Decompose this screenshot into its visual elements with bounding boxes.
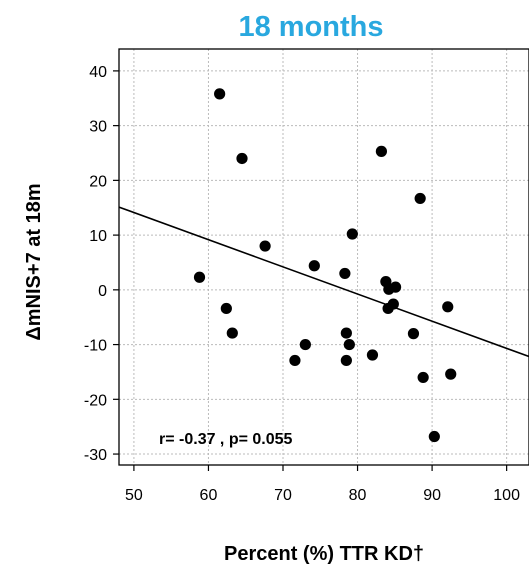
data-point — [339, 267, 351, 280]
correlation-annotation: r= -0.37 , p= 0.055 — [159, 431, 293, 448]
x-tick-label: 70 — [274, 487, 292, 504]
data-point — [340, 327, 352, 339]
plot-frame — [118, 48, 529, 466]
data-point — [428, 430, 440, 443]
y-tick-label: 30 — [89, 119, 107, 136]
grid — [119, 49, 529, 465]
data-points — [193, 88, 457, 443]
y-tick-label: 0 — [98, 283, 107, 300]
data-point — [343, 338, 355, 351]
data-point — [387, 298, 399, 310]
data-point — [226, 327, 238, 339]
y-tick-label: -30 — [84, 447, 107, 464]
y-axis-ticks: -30 -20 -10 0 10 20 30 40 — [84, 64, 119, 464]
data-point — [193, 271, 206, 283]
data-point — [407, 328, 420, 340]
data-point — [375, 145, 387, 157]
x-tick-label: 50 — [125, 487, 143, 504]
data-point — [445, 368, 457, 380]
data-point — [259, 240, 271, 252]
y-tick-label: -20 — [84, 392, 107, 409]
data-point — [389, 281, 402, 293]
y-tick-label: 10 — [89, 228, 107, 245]
x-tick-label: 80 — [349, 487, 367, 504]
data-point — [236, 152, 248, 165]
x-tick-label: 100 — [493, 487, 520, 504]
data-point — [308, 260, 320, 272]
regression-line — [118, 206, 529, 358]
y-tick-label: 20 — [89, 173, 107, 190]
y-tick-label: -10 — [84, 338, 107, 355]
data-point — [346, 228, 358, 240]
x-axis-ticks: 50 60 70 80 90 100 — [125, 465, 520, 504]
data-point — [340, 354, 352, 367]
data-point — [214, 88, 226, 100]
data-point — [299, 338, 311, 351]
data-point — [366, 349, 379, 361]
data-point — [417, 371, 429, 384]
data-point — [442, 301, 454, 313]
x-tick-label: 90 — [423, 487, 441, 504]
y-axis-label: ΔmNIS+7 at 18m — [23, 183, 45, 340]
data-point — [414, 192, 426, 205]
x-tick-label: 60 — [200, 487, 218, 504]
y-tick-label: 40 — [89, 64, 107, 81]
x-axis-label: Percent (%) TTR KD† — [224, 543, 424, 565]
chart-title: 18 months — [238, 11, 383, 43]
data-point — [220, 302, 232, 315]
data-point — [289, 354, 301, 367]
